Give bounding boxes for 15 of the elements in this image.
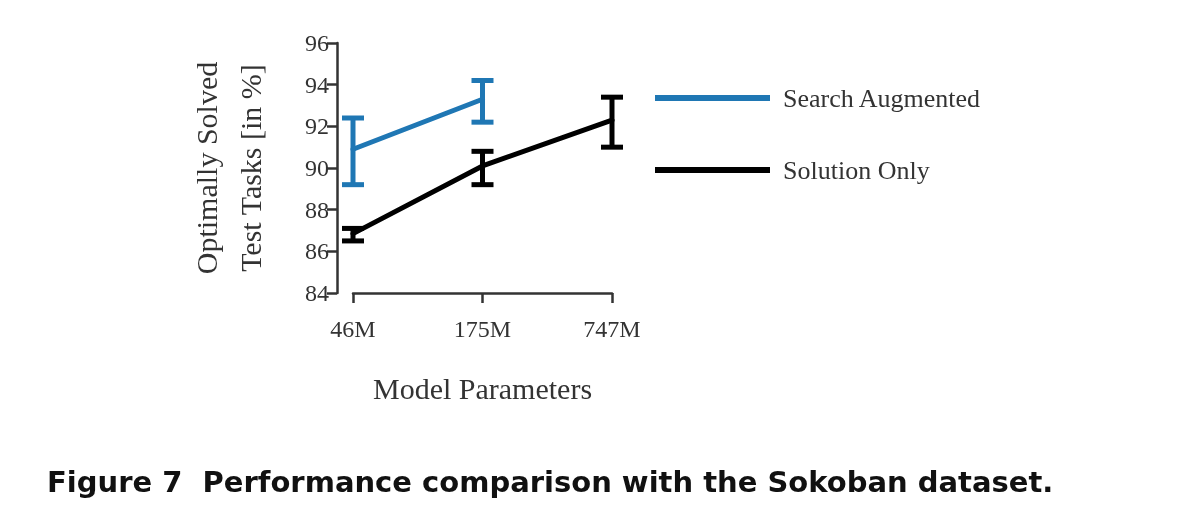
- y-tick-label: 84: [305, 280, 329, 306]
- x-tick-label: 747M: [583, 316, 641, 342]
- x-axis-title: Model Parameters: [372, 371, 593, 405]
- text: Figure 7 Performance comparison with the Sokoban dataset.: [47, 464, 1054, 499]
- legend-label: Search Augmented: [783, 83, 981, 113]
- legend-label: Solution Only: [783, 155, 930, 185]
- y-axis-title: Optimally Solved Test Tasks [in %]: [189, 61, 267, 275]
- y-tick-label: 92: [305, 113, 329, 140]
- y-tick-label: 94: [305, 71, 329, 98]
- y-tick-label: 96: [305, 30, 329, 56]
- y-tick-label: 90: [305, 155, 329, 181]
- x-tick-label: 175M: [453, 316, 512, 342]
- y-tick-label: 88: [305, 196, 329, 223]
- y-tick-label: 86: [305, 238, 329, 265]
- x-tick-label: 46M: [330, 316, 376, 342]
